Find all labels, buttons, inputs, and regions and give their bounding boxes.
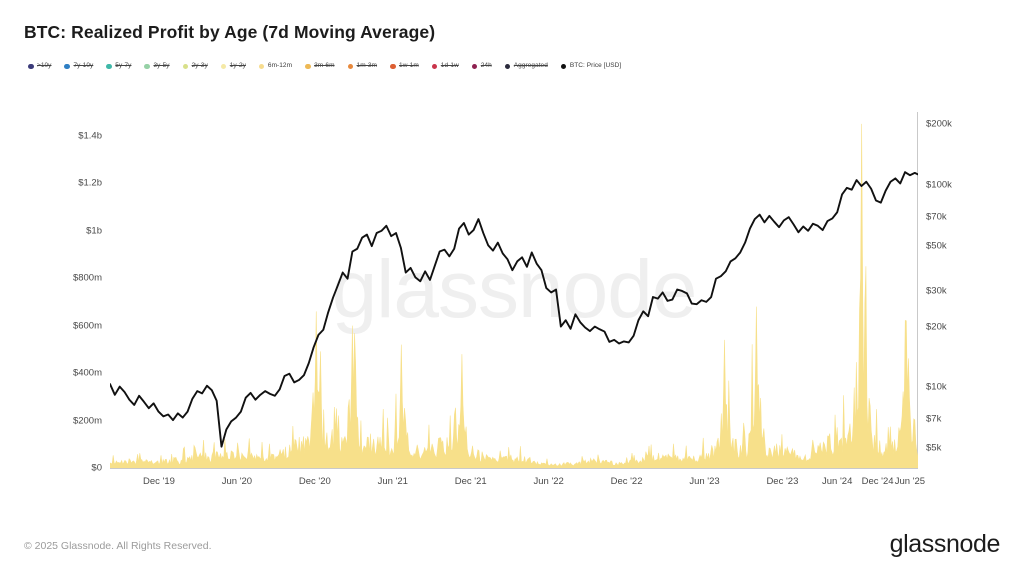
legend-item-10y[interactable]: >10y: [28, 63, 51, 70]
legend-dot-icon: [28, 64, 34, 70]
legend-dot-icon: [390, 64, 396, 70]
y-axis-left-tick: $200m: [73, 415, 102, 426]
legend-dot-icon: [221, 64, 227, 70]
y-axis-right-tick: $50k: [926, 241, 947, 252]
y-axis-right-tick: $20k: [926, 321, 947, 332]
legend-item-7y-10y[interactable]: 7y-10y: [64, 63, 93, 70]
legend-item-6m-12m[interactable]: 6m-12m: [259, 63, 292, 70]
legend-dot-icon: [472, 64, 478, 70]
btc-price-line: [110, 172, 918, 447]
x-axis-tick: Jun '25: [895, 476, 925, 487]
x-axis-tick: Dec '22: [611, 476, 643, 487]
legend-item-label: 24h: [481, 63, 492, 70]
page-title: BTC: Realized Profit by Age (7d Moving A…: [24, 22, 435, 43]
legend-dot-icon: [183, 64, 189, 70]
legend-dot-icon: [64, 64, 70, 70]
legend-dot-icon: [259, 64, 265, 70]
legend-item-label: 7y-10y: [73, 63, 93, 70]
legend-item-label: 2y-3y: [192, 63, 208, 70]
legend-item-label: 1m-3m: [357, 63, 377, 70]
x-axis-tick: Jun '21: [378, 476, 408, 487]
legend-item-label: BTC: Price [USD]: [570, 63, 621, 70]
x-axis-tick: Jun '22: [533, 476, 563, 487]
x-axis-tick: Jun '20: [222, 476, 252, 487]
y-axis-right-tick: $30k: [926, 285, 947, 296]
legend-item-1d-1w[interactable]: 1d-1w: [432, 63, 459, 70]
legend-item-label: 1d-1w: [441, 63, 459, 70]
legend-dot-icon: [432, 64, 438, 70]
chart-legend[interactable]: >10y 7y-10y 5y-7y 3y-5y 2y-3y 1y-2y 6m-12m 3m-6…: [28, 63, 621, 70]
legend-item-label: 5y-7y: [115, 63, 131, 70]
y-axis-left-tick: $600m: [73, 320, 102, 331]
y-axis-right-tick: $200k: [926, 119, 952, 130]
legend-dot-icon: [106, 64, 112, 70]
y-axis-left-tick: $0: [91, 463, 102, 474]
x-axis: Dec '19 Jun '20 Dec '20 Jun '21 Dec '21 Jun '…: [110, 476, 918, 492]
legend-item-label: 1w-1m: [399, 63, 419, 70]
chart-page: BTC: Realized Profit by Age (7d Moving A…: [0, 0, 1024, 576]
legend-item-3y-5y[interactable]: 3y-5y: [144, 63, 169, 70]
legend-item-5y-7y[interactable]: 5y-7y: [106, 63, 131, 70]
legend-item-2y-3y[interactable]: 2y-3y: [183, 63, 208, 70]
x-axis-tick: Dec '24: [862, 476, 894, 487]
y-axis-left-tick: $1.4b: [78, 130, 102, 141]
axis-bottom-line: [110, 468, 918, 469]
legend-dot-icon: [561, 64, 567, 70]
y-axis-left-tick: $400m: [73, 368, 102, 379]
copyright-text: © 2025 Glassnode. All Rights Reserved.: [24, 540, 212, 552]
realized-profit-area: [110, 124, 918, 468]
legend-item-btc-price-usd[interactable]: BTC: Price [USD]: [561, 63, 621, 70]
legend-item-1y-2y[interactable]: 1y-2y: [221, 63, 246, 70]
legend-item-label: 3m-6m: [314, 63, 334, 70]
y-axis-left-tick: $1.2b: [78, 178, 102, 189]
legend-item-label: 3y-5y: [153, 63, 169, 70]
y-axis-right-tick: $70k: [926, 211, 947, 222]
legend-dot-icon: [505, 64, 511, 70]
y-axis-right-tick: $100k: [926, 180, 952, 191]
legend-item-label: 1y-2y: [230, 63, 246, 70]
y-axis-left: $0$200m$400m$600m$800m$1b$1.2b$1.4b: [50, 112, 102, 468]
x-axis-tick: Jun '23: [689, 476, 719, 487]
legend-item-label: >10y: [37, 63, 51, 70]
legend-dot-icon: [305, 64, 311, 70]
legend-item-1m-3m[interactable]: 1m-3m: [348, 63, 377, 70]
x-axis-tick: Dec '20: [299, 476, 331, 487]
y-axis-right-tick: $10k: [926, 382, 947, 393]
legend-dot-icon: [348, 64, 354, 70]
chart-series-layer: [110, 112, 918, 468]
x-axis-tick: Jun '24: [822, 476, 852, 487]
y-axis-right-tick: $5k: [926, 443, 941, 454]
legend-item-1w-1m[interactable]: 1w-1m: [390, 63, 419, 70]
y-axis-left-tick: $1b: [86, 225, 102, 236]
legend-item-3m-6m[interactable]: 3m-6m: [305, 63, 334, 70]
plot-area[interactable]: glassnode: [110, 112, 918, 468]
legend-item-aggregated[interactable]: Aggregated: [505, 63, 548, 70]
legend-item-24h[interactable]: 24h: [472, 63, 492, 70]
x-axis-tick: Dec '19: [143, 476, 175, 487]
legend-item-label: Aggregated: [514, 63, 548, 70]
y-axis-right-tick: $7k: [926, 413, 941, 424]
y-axis-right: $5k $7k $10k $20k $30k $50k $70k $100k $200k: [926, 112, 996, 468]
x-axis-tick: Dec '21: [455, 476, 487, 487]
x-axis-tick: Dec '23: [766, 476, 798, 487]
brand-logo: glassnode: [890, 530, 1000, 559]
y-axis-left-tick: $800m: [73, 273, 102, 284]
legend-dot-icon: [144, 64, 150, 70]
legend-item-label: 6m-12m: [268, 63, 292, 70]
